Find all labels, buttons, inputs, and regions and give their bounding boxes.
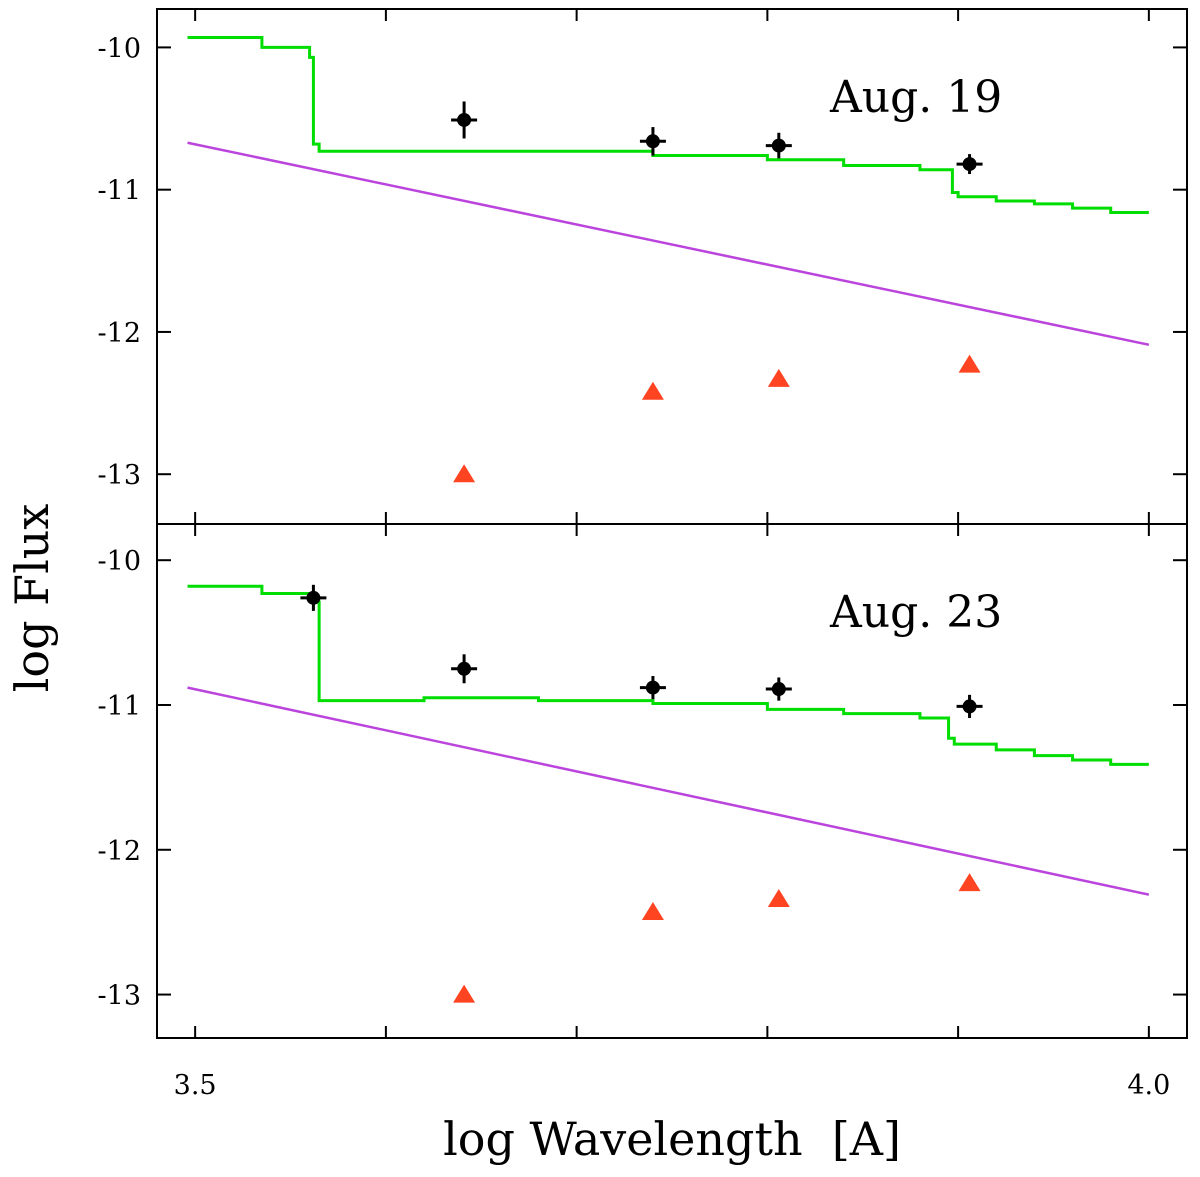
triangle-point [641,902,664,921]
y-tick-label: -13 [98,460,141,491]
x-axis: 3.5 4.0 [174,9,1170,1101]
panel-label: Aug. 23 [829,587,1002,638]
observed-point [451,654,478,684]
y-tick-label: -10 [98,33,141,64]
triangle-point [767,368,790,387]
marker [962,699,977,714]
observed-point [639,676,666,700]
observed-point [765,132,792,159]
y-tick-label: -11 [98,176,141,207]
model-step-line [187,35,1149,214]
panel-aug-19: -10 -11 -12 -13 Aug. 19 [98,33,1187,491]
marker [962,157,977,172]
observed-point [639,127,666,156]
y-tick-label: -11 [98,691,141,722]
x-tick-label: 4.0 [1127,1070,1170,1101]
marker [645,680,660,695]
marker [771,138,786,153]
panel-label: Aug. 19 [829,72,1002,123]
observed-point [956,694,983,719]
triangle-point [767,889,790,908]
axes-frame [156,8,1188,1039]
marker [306,590,321,605]
y-tick-label: -10 [98,546,141,577]
observed-point [765,677,792,701]
marker [645,134,660,149]
triangle-point [958,354,981,373]
power-law-line [187,141,1150,346]
triangle-point [958,873,981,892]
observed-point [451,101,478,139]
observed-point [956,154,983,175]
marker [457,661,472,676]
y-tick-label: -12 [98,836,141,867]
power-law-line [187,686,1150,896]
triangle-point [453,984,476,1003]
triangle-point [453,464,476,483]
y-axis-title: log Flux [5,504,59,693]
panel-aug-23: -10 -11 -12 -13 Aug. 23 [98,546,1187,1012]
y-tick-label: -12 [98,318,141,349]
marker [771,682,786,697]
observed-point [300,584,327,611]
x-tick-label: 3.5 [174,1070,217,1101]
triangle-point [641,381,664,400]
model-step-line [187,584,1149,766]
marker [457,112,472,127]
y-tick-label: -13 [98,981,141,1012]
x-axis-title: log Wavelength [A] [443,1112,901,1166]
